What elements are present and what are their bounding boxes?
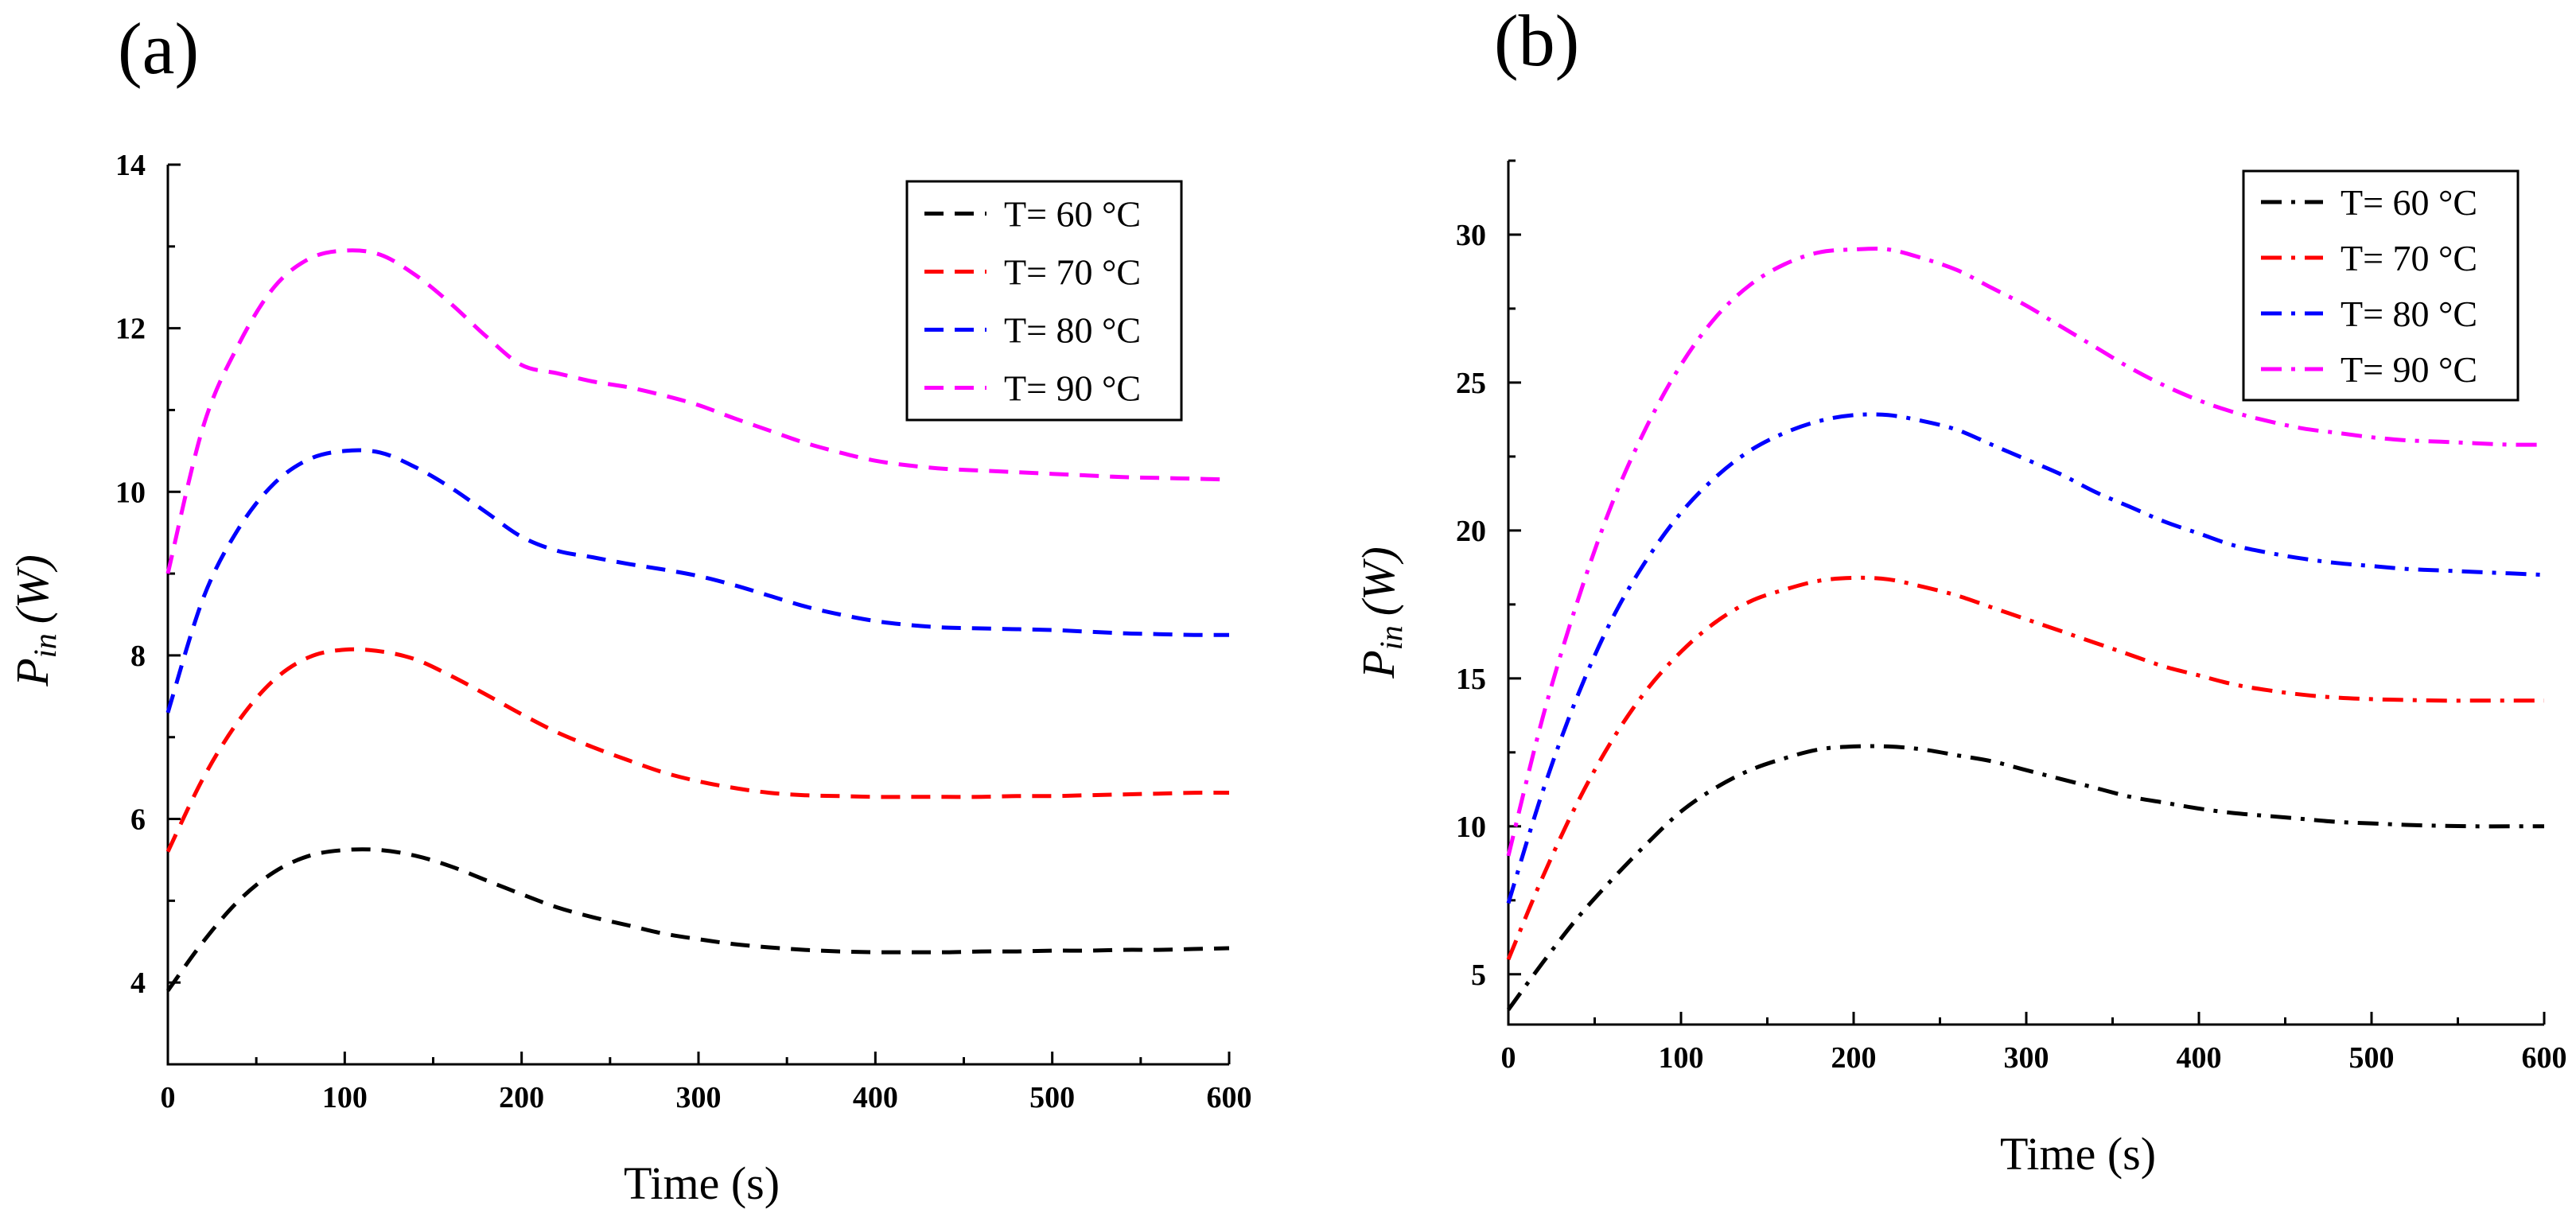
panel-b-xlabel: Time (s) bbox=[2000, 1128, 2156, 1180]
panel-a-x-tick-label: 400 bbox=[853, 1081, 898, 1114]
panel-a-x-tick-label: 200 bbox=[499, 1081, 544, 1114]
panel-b-x-tick-label: 400 bbox=[2177, 1041, 2222, 1075]
panel-a-xlabel: Time (s) bbox=[624, 1157, 780, 1209]
panel-a-y-tick-label: 8 bbox=[130, 640, 146, 673]
panel-a-y-tick-label: 4 bbox=[130, 966, 146, 1000]
panel-a-ylabel: Pin (W) bbox=[6, 554, 63, 687]
panel-a-y-tick-label: 6 bbox=[130, 803, 146, 837]
panel-a-y-tick-label: 12 bbox=[115, 313, 146, 346]
panel-b-x-tick-label: 300 bbox=[2004, 1041, 2049, 1075]
panel-b-series-line-1 bbox=[1506, 744, 2544, 1011]
panel-a-legend-label-4: T= 90 °C bbox=[1004, 368, 1141, 409]
panel-a-x-tick-label: 0 bbox=[161, 1081, 176, 1114]
panel-b-legend-label-4: T= 90 °C bbox=[2341, 349, 2477, 390]
panel-b-y-tick-label: 10 bbox=[1456, 811, 1486, 844]
panel-b-ylabel-sub: in bbox=[1373, 625, 1409, 650]
panel-b-ylabel-main: P bbox=[1352, 650, 1404, 679]
panel-a-x-tick-label: 600 bbox=[1207, 1081, 1252, 1114]
panel-a-legend bbox=[905, 180, 1183, 422]
panel-b-x-tick-label: 500 bbox=[2349, 1041, 2395, 1075]
panel-b-series-line-4 bbox=[1506, 247, 2545, 857]
panel-b-ylabel-unit: (W) bbox=[1352, 546, 1404, 616]
panel-b-legend-label-3: T= 80 °C bbox=[2341, 294, 2477, 334]
panel-a-legend-label-2: T= 70 °C bbox=[1004, 252, 1141, 293]
panel-b-x-tick-label: 200 bbox=[1831, 1041, 1877, 1075]
panel-a-x-tick-label: 500 bbox=[1029, 1081, 1075, 1114]
panel-a-ylabel-main: P bbox=[6, 658, 58, 686]
panel-b-y-tick-label: 20 bbox=[1456, 515, 1486, 548]
panel-a-series-line-1 bbox=[165, 847, 1230, 992]
panel-b-y-tick-label: 25 bbox=[1456, 367, 1486, 400]
panel-a-ylabel-unit: (W) bbox=[6, 554, 58, 624]
panel-a-x-tick-label: 300 bbox=[676, 1081, 722, 1114]
panel-b-y-tick-label: 5 bbox=[1471, 959, 1486, 992]
panel-b-x-tick-label: 100 bbox=[1659, 1041, 1704, 1075]
panel-b-series-line-3 bbox=[1506, 412, 2545, 904]
panel-a-x-tick-label: 100 bbox=[322, 1081, 368, 1114]
panel-a-y-tick-label: 10 bbox=[115, 476, 146, 509]
panel-a-series-line-2 bbox=[165, 647, 1230, 853]
panel-b-label: (b) bbox=[1494, 0, 1579, 81]
panel-a: (a) Time (s) Pin (W) 0 100 200 300 400 500 600 4… bbox=[6, 8, 1252, 1209]
panel-a-legend-label-3: T= 80 °C bbox=[1004, 310, 1141, 351]
panel-b-legend-label-1: T= 60 °C bbox=[2341, 182, 2477, 223]
panel-b-legend bbox=[2242, 169, 2520, 402]
panel-a-y-tick-label: 14 bbox=[115, 149, 146, 182]
panel-a-label: (a) bbox=[118, 8, 199, 89]
panel-b: (b) Time (s) Pin (W) 0 100 200 300 400 500 600 5… bbox=[1352, 0, 2567, 1180]
panel-b-x-tick-label: 0 bbox=[1501, 1041, 1516, 1075]
panel-b-x-tick-label: 600 bbox=[2522, 1041, 2567, 1075]
panel-b-legend-label-2: T= 70 °C bbox=[2341, 238, 2477, 278]
panel-b-y-tick-label: 15 bbox=[1456, 663, 1486, 696]
panel-a-series-line-4 bbox=[165, 248, 1230, 574]
panel-b-series-line-2 bbox=[1506, 575, 2544, 961]
panel-a-series-line-3 bbox=[165, 448, 1230, 714]
panel-a-legend-label-1: T= 60 °C bbox=[1004, 194, 1141, 235]
panel-b-ylabel: Pin (W) bbox=[1352, 546, 1409, 679]
panel-a-ylabel-sub: in bbox=[27, 633, 63, 658]
panel-b-y-tick-label: 30 bbox=[1456, 219, 1486, 252]
